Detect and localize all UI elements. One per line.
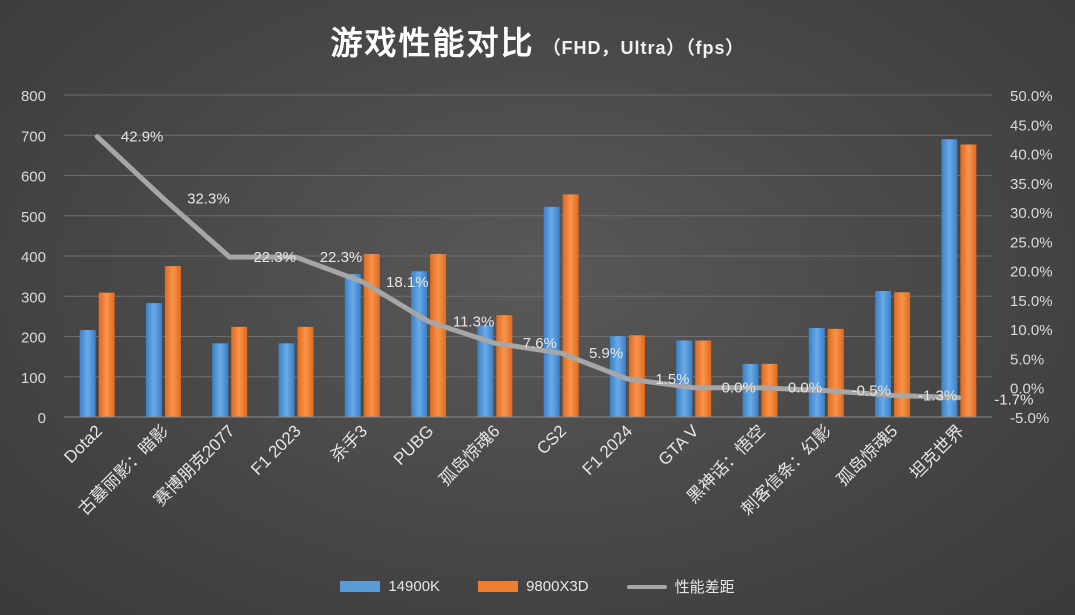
line-data-label: 42.9% bbox=[121, 129, 164, 146]
x-category-label: CS2 bbox=[533, 421, 570, 458]
chart-legend: 14900K 9800X3D 性能差距 bbox=[0, 576, 1075, 597]
chart-subtitle: （FHD，Ultra）（fps） bbox=[542, 38, 745, 58]
bar-14900k bbox=[875, 291, 892, 417]
y-left-tick-label: 0 bbox=[38, 410, 46, 427]
bar-14900k bbox=[543, 206, 560, 417]
y-left-tick-label: 100 bbox=[21, 370, 46, 387]
x-category-label: GTA V bbox=[655, 421, 703, 469]
bar-9800x3d bbox=[562, 194, 579, 417]
legend-label-9800x3d: 9800X3D bbox=[526, 578, 589, 595]
y-right-tick-label: 45.0% bbox=[1010, 117, 1053, 134]
legend-item-gap[interactable]: 性能差距 bbox=[626, 576, 735, 597]
bar-9800x3d bbox=[297, 326, 314, 417]
chart-title: 游戏性能对比 （FHD，Ultra）（fps） bbox=[0, 18, 1075, 64]
line-data-label: 32.3% bbox=[187, 191, 230, 208]
line-gap-series bbox=[94, 134, 962, 401]
bar-14900k bbox=[941, 139, 958, 417]
line-data-label: 7.6% bbox=[523, 335, 557, 352]
y-right-tick-label: 0.0% bbox=[1010, 381, 1044, 398]
bar-14900k bbox=[79, 330, 96, 417]
y-right-tick-label: 50.0% bbox=[1010, 88, 1053, 105]
line-data-label: 18.1% bbox=[386, 274, 429, 291]
y-right-tick-label: 5.0% bbox=[1010, 351, 1044, 368]
legend-item-9800x3d[interactable]: 9800X3D bbox=[478, 576, 589, 597]
line-data-label: 22.3% bbox=[253, 249, 296, 266]
bar-9800x3d bbox=[164, 266, 181, 417]
bar-14900k bbox=[676, 340, 693, 417]
y-left-tick-label: 200 bbox=[21, 330, 46, 347]
bar-14900k bbox=[278, 343, 295, 417]
y-left-tick-label: 500 bbox=[21, 209, 46, 226]
bar-9800x3d bbox=[430, 253, 447, 417]
legend-label-14900k: 14900K bbox=[388, 578, 441, 595]
y-left-tick-label: 400 bbox=[21, 249, 46, 266]
x-category-label: F1 2023 bbox=[247, 421, 305, 479]
y-left-tick-label: 700 bbox=[21, 128, 46, 145]
bar-14900k bbox=[344, 274, 361, 417]
bar-14900k bbox=[808, 328, 825, 417]
line-data-label: 5.9% bbox=[589, 345, 623, 362]
chart-title-main: 游戏性能对比 bbox=[330, 25, 535, 61]
x-category-label: Dota2 bbox=[60, 421, 106, 467]
legend-item-14900k[interactable]: 14900K bbox=[340, 576, 440, 597]
bar-14900k bbox=[145, 303, 162, 417]
x-category-label: 坦克世界 bbox=[906, 421, 968, 483]
line-data-label: -1.3% bbox=[918, 387, 957, 404]
bar-14900k bbox=[742, 363, 759, 417]
line-data-label: 1.5% bbox=[655, 371, 689, 388]
line-data-label: 22.3% bbox=[320, 249, 363, 266]
x-category-label: 孤岛惊魂5 bbox=[833, 421, 901, 489]
legend-swatch-gap bbox=[626, 584, 667, 589]
bar-14900k bbox=[212, 343, 229, 417]
bar-14900k bbox=[411, 271, 428, 417]
line-data-label: 0.0% bbox=[722, 380, 756, 397]
y-left-tick-label: 600 bbox=[21, 169, 46, 186]
bar-9800x3d bbox=[894, 292, 911, 417]
bar-9800x3d bbox=[695, 340, 712, 417]
y-right-tick-label: 10.0% bbox=[1010, 322, 1053, 339]
y-right-tick-label: 20.0% bbox=[1010, 264, 1053, 281]
bar-14900k bbox=[477, 325, 494, 417]
y-right-tick-label: -5.0% bbox=[1010, 410, 1049, 427]
legend-label-gap: 性能差距 bbox=[674, 579, 735, 596]
bar-9800x3d bbox=[363, 253, 380, 417]
bar-9800x3d bbox=[98, 292, 115, 417]
bar-9800x3d bbox=[960, 144, 977, 417]
y-right-tick-label: 40.0% bbox=[1010, 147, 1053, 164]
bar-9800x3d bbox=[827, 328, 844, 417]
line-data-label: -0.5% bbox=[852, 383, 891, 400]
x-category-label: F1 2024 bbox=[579, 421, 637, 479]
y-right-tick-label: 30.0% bbox=[1010, 205, 1053, 222]
line-data-label: -1.7% bbox=[994, 392, 1033, 409]
y-left-tick-label: 300 bbox=[21, 289, 46, 306]
line-data-label: 11.3% bbox=[453, 314, 494, 331]
x-category-label: 孤岛惊魂6 bbox=[435, 421, 503, 489]
y-right-tick-label: 25.0% bbox=[1010, 234, 1053, 251]
y-left-tick-label: 800 bbox=[21, 88, 46, 105]
bar-9800x3d bbox=[496, 315, 513, 417]
bar-9800x3d bbox=[231, 326, 248, 417]
legend-swatch-9800x3d bbox=[478, 581, 519, 592]
legend-swatch-14900k bbox=[340, 581, 381, 592]
x-category-label: 杀手3 bbox=[327, 421, 371, 465]
line-data-label: 0.0% bbox=[788, 380, 822, 397]
y-right-tick-label: 35.0% bbox=[1010, 176, 1053, 193]
y-right-tick-label: 15.0% bbox=[1010, 293, 1053, 310]
bar-9800x3d bbox=[628, 335, 645, 417]
x-category-label: PUBG bbox=[390, 421, 438, 469]
